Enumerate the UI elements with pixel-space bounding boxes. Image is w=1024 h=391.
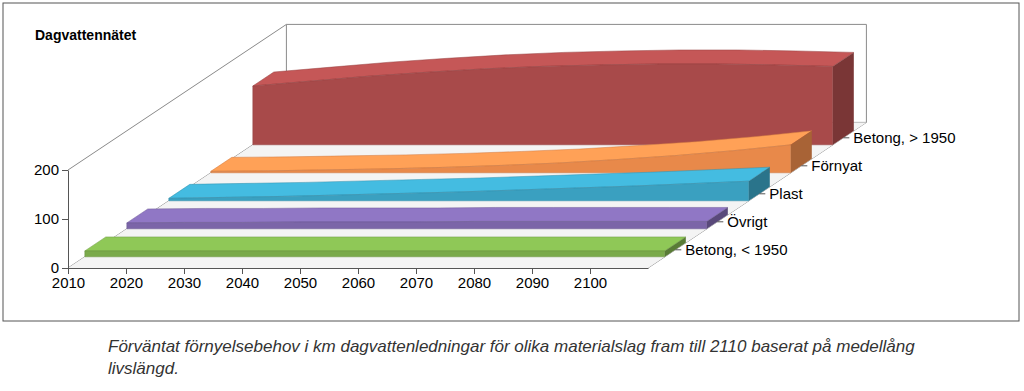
x-tick: 2030 — [168, 268, 201, 291]
ribbon — [211, 131, 812, 173]
x-tick-label: 2070 — [400, 274, 433, 291]
series-label: Förnyat — [811, 157, 863, 174]
x-tick-label: 2020 — [110, 274, 143, 291]
ribbon-face — [211, 145, 791, 173]
back-wall-top — [286, 24, 866, 25]
y-tick-label: 200 — [34, 161, 59, 178]
x-axis: 2010 2020 2030 2040 2050 2060 2070 2080 2090 2100 — [52, 268, 649, 291]
series-label: Övrigt — [727, 213, 768, 230]
ribbon-end — [749, 167, 770, 201]
ribbon — [169, 167, 770, 201]
ribbon-end — [707, 207, 728, 228]
depth-tick — [843, 137, 849, 138]
caption: Förväntat förnyelsebehov i km dagvattenl… — [108, 336, 958, 380]
ribbon — [85, 237, 686, 257]
x-tick: 2100 — [574, 268, 607, 291]
x-tick: 2080 — [458, 268, 491, 291]
ribbon-top — [127, 207, 728, 222]
series-label: Betong, < 1950 — [685, 241, 787, 258]
ribbon-end — [665, 237, 686, 257]
y-axis-line — [68, 171, 69, 269]
x-tick: 2020 — [110, 268, 143, 291]
ribbon — [253, 50, 854, 145]
y-tick-mark — [62, 170, 68, 171]
depth-tick — [759, 193, 765, 194]
x-tick: 2040 — [226, 268, 259, 291]
chart: 0100200201020202030204020502060207020802… — [0, 0, 1024, 330]
x-tick-label: 2010 — [52, 274, 85, 291]
ribbon — [127, 207, 728, 228]
x-tick-label: 2060 — [342, 274, 375, 291]
x-tick-label: 2080 — [458, 274, 491, 291]
x-tick: 2070 — [400, 268, 433, 291]
y-tick: 200 — [34, 161, 68, 178]
series-label: Plast — [769, 185, 803, 202]
y-tick: 100 — [34, 210, 68, 227]
y-tick-label: 100 — [34, 210, 59, 227]
x-tick: 2050 — [284, 268, 317, 291]
title: Dagvattennätet — [35, 27, 136, 43]
y-tick-mark — [62, 268, 68, 269]
depth-tick — [675, 249, 681, 250]
series-label: Betong, > 1950 — [853, 129, 955, 146]
x-tick-label: 2040 — [226, 274, 259, 291]
x-tick: 2060 — [342, 268, 375, 291]
ribbon-face — [127, 221, 707, 228]
ribbon-face — [169, 181, 749, 201]
ribbon-end — [791, 131, 812, 173]
y-tick-mark — [62, 219, 68, 220]
ribbon-face — [253, 64, 833, 145]
back-wall-right — [866, 24, 867, 122]
box — [68, 24, 866, 268]
x-tick: 2010 — [52, 268, 85, 291]
ribbon-face — [85, 251, 665, 257]
depth-tick — [717, 221, 723, 222]
y-axis: 0100200 — [34, 161, 69, 276]
ribbon-top — [85, 237, 686, 251]
depth-tick — [801, 165, 807, 166]
x-tick: 2090 — [516, 268, 549, 291]
series-labels: Betong, < 1950 ÖvrigtPlast Förnyat Betong, … — [675, 129, 955, 258]
x-tick-label: 2030 — [168, 274, 201, 291]
x-tick-label: 2050 — [284, 274, 317, 291]
x-tick-label: 2090 — [516, 274, 549, 291]
chart-frame — [3, 3, 1019, 321]
ribbon-end — [833, 52, 854, 144]
x-tick-label: 2100 — [574, 274, 607, 291]
plot-area — [85, 50, 854, 257]
